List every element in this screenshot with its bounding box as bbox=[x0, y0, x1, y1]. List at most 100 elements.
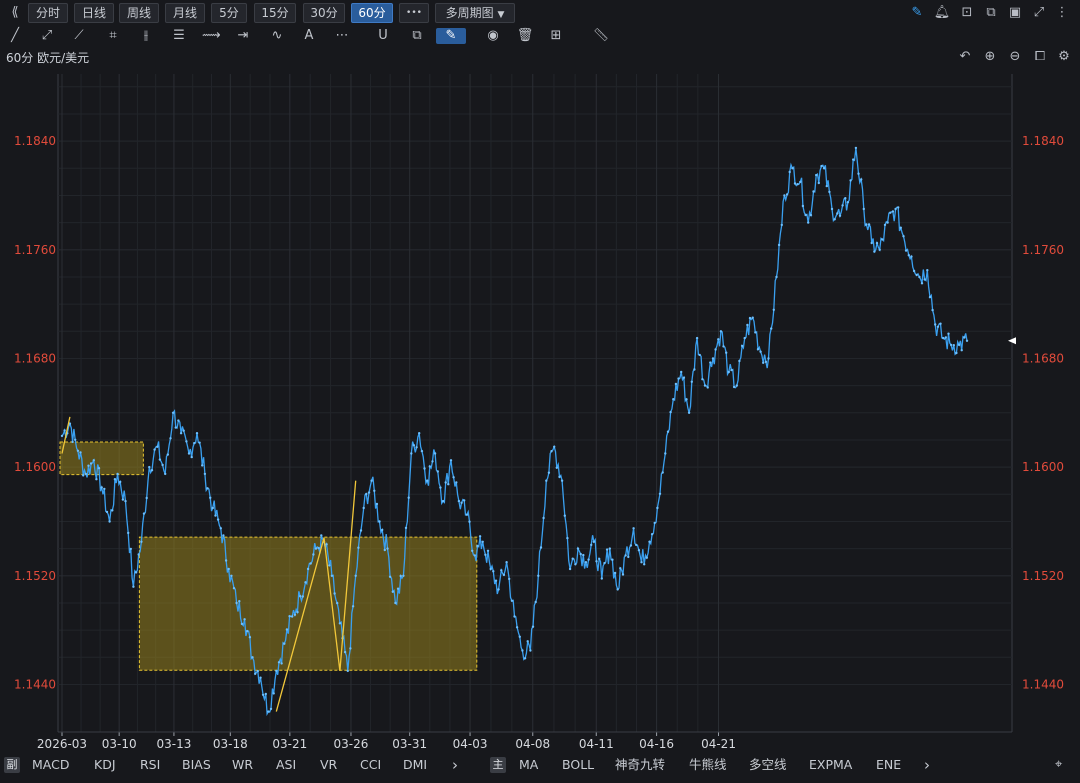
undo-icon[interactable]: ↶ bbox=[959, 49, 971, 64]
price-point bbox=[161, 463, 164, 467]
multi-period-dropdown[interactable]: 多周期图 ▼ bbox=[435, 3, 515, 23]
indicator-expma[interactable]: EXPMA bbox=[809, 757, 853, 772]
price-point bbox=[259, 676, 262, 679]
indicator-ene[interactable]: ENE bbox=[876, 757, 902, 772]
price-point bbox=[193, 441, 196, 445]
bell-icon[interactable]: 🔔︎ bbox=[933, 5, 951, 20]
price-point bbox=[320, 534, 323, 537]
price-point bbox=[767, 357, 770, 360]
indicator-magic-nine[interactable]: 神奇九转 bbox=[615, 757, 666, 772]
price-point bbox=[960, 349, 963, 352]
parallel-tool-icon[interactable]: ⫲ bbox=[143, 28, 149, 43]
price-point bbox=[841, 204, 844, 207]
indicator-rsi[interactable]: RSI bbox=[140, 757, 161, 772]
indicator-dmi[interactable]: DMI bbox=[403, 757, 428, 772]
layout-icon[interactable]: ⧠ bbox=[1034, 49, 1046, 64]
price-point bbox=[134, 571, 138, 574]
more-tools-icon[interactable]: ⋯ bbox=[335, 28, 349, 43]
camera-icon[interactable]: ⊡ bbox=[961, 5, 973, 20]
indicator-bull-bear[interactable]: 牛熊线 bbox=[689, 757, 727, 772]
copy-tool-icon[interactable]: ⧉ bbox=[412, 28, 422, 43]
x-tick-label: 04-21 bbox=[701, 737, 736, 751]
tab-monthly[interactable]: 月线 bbox=[165, 3, 205, 23]
price-point bbox=[272, 692, 275, 695]
magnet-icon[interactable]: U bbox=[378, 28, 388, 43]
location-pin-icon[interactable]: ⌖ bbox=[1055, 757, 1063, 772]
price-point bbox=[740, 344, 744, 348]
indicator-kdj[interactable]: KDJ bbox=[94, 757, 116, 772]
abc-tool-icon[interactable]: ∿ bbox=[271, 28, 283, 43]
polyline-tool-icon[interactable]: ⟋ bbox=[74, 28, 84, 43]
price-point bbox=[833, 218, 836, 221]
rectangle-tool-icon[interactable]: ⌗ bbox=[109, 28, 117, 43]
indicator-vr[interactable]: VR bbox=[320, 757, 338, 772]
indicator-asi[interactable]: ASI bbox=[276, 757, 297, 772]
price-point bbox=[709, 361, 712, 364]
sub-indicator-arrow-icon[interactable]: › bbox=[452, 756, 458, 774]
price-point bbox=[222, 534, 225, 537]
tab-60min[interactable]: 60分 bbox=[351, 3, 393, 23]
price-point bbox=[211, 506, 214, 510]
zoom-out-icon[interactable]: ⊖ bbox=[1009, 49, 1021, 64]
tab-weekly[interactable]: 周线 bbox=[119, 3, 159, 23]
trash-icon[interactable]: 🗑︎ bbox=[516, 28, 534, 43]
fullscreen-icon[interactable]: ⤢ bbox=[1033, 5, 1045, 20]
price-point bbox=[579, 552, 582, 556]
eye-icon[interactable]: ◉ bbox=[487, 28, 499, 43]
text-tool-icon[interactable]: A bbox=[304, 28, 314, 43]
price-point bbox=[195, 432, 199, 435]
tab-daily[interactable]: 日线 bbox=[74, 3, 114, 23]
price-point bbox=[412, 444, 416, 447]
price-point bbox=[190, 455, 193, 459]
x-tick-label: 04-16 bbox=[639, 737, 674, 751]
more-vertical-icon[interactable]: ⋮ bbox=[1055, 5, 1069, 20]
price-point bbox=[232, 587, 236, 590]
indicator-wr[interactable]: WR bbox=[232, 757, 254, 772]
indicator-long-short[interactable]: 多空线 bbox=[749, 757, 787, 772]
ray-tool-icon[interactable]: ⤢ bbox=[41, 28, 53, 43]
indicator-boll[interactable]: BOLL bbox=[562, 757, 595, 772]
price-point bbox=[603, 561, 606, 565]
settings-icon[interactable]: ⚙ bbox=[1058, 49, 1070, 64]
price-point bbox=[590, 543, 593, 547]
pen-tool-icon[interactable]: ✎ bbox=[436, 28, 466, 44]
tab-15min[interactable]: 15分 bbox=[254, 3, 296, 23]
more-periods-button[interactable]: ••• bbox=[399, 3, 429, 23]
ruler-icon[interactable]: 📏︎ bbox=[592, 28, 610, 43]
x-tick-label: 03-13 bbox=[156, 737, 191, 751]
collapse-icon[interactable]: ⟪ bbox=[11, 5, 19, 20]
tab-fenshi[interactable]: 分时 bbox=[28, 3, 68, 23]
price-chart[interactable]: 1.1840 1.1840 1.1760 1.1760 1.1680 1.1680 1.16… bbox=[0, 66, 1080, 754]
tab-5min[interactable]: 5分 bbox=[211, 3, 247, 23]
copy-window-icon[interactable]: ⧉ bbox=[986, 5, 996, 20]
price-point bbox=[121, 498, 125, 501]
edit-icon[interactable]: ✎ bbox=[911, 5, 923, 20]
range-tool-icon[interactable]: ⇥ bbox=[237, 28, 249, 43]
indicator-bias[interactable]: BIAS bbox=[182, 757, 211, 772]
price-point bbox=[701, 378, 704, 381]
price-point bbox=[460, 501, 463, 504]
price-point bbox=[394, 601, 397, 605]
price-point bbox=[415, 446, 418, 449]
line-tool-icon[interactable]: ╱ bbox=[11, 28, 19, 43]
indicator-macd[interactable]: MACD bbox=[32, 757, 70, 772]
price-point bbox=[891, 210, 895, 213]
tab-30min[interactable]: 30分 bbox=[303, 3, 345, 23]
price-point bbox=[280, 662, 283, 665]
fan-tool-icon[interactable]: ⟿ bbox=[202, 28, 221, 43]
price-point bbox=[748, 316, 752, 320]
price-point bbox=[410, 452, 413, 455]
price-point bbox=[886, 221, 889, 224]
grid-icon[interactable]: ⊞ bbox=[550, 28, 562, 43]
price-point bbox=[224, 559, 228, 562]
price-point bbox=[198, 441, 201, 444]
indicator-cci[interactable]: CCI bbox=[360, 757, 382, 772]
indicator-ma[interactable]: MA bbox=[519, 757, 539, 772]
hlines-tool-icon[interactable]: ☰ bbox=[173, 28, 185, 43]
price-point bbox=[95, 478, 98, 481]
main-indicator-arrow-icon[interactable]: › bbox=[924, 756, 930, 774]
price-point bbox=[920, 282, 924, 285]
y-tick-label-left: 1.1440 bbox=[14, 677, 56, 691]
monitor-icon[interactable]: ▣ bbox=[1008, 5, 1022, 20]
zoom-in-icon[interactable]: ⊕ bbox=[984, 49, 996, 64]
